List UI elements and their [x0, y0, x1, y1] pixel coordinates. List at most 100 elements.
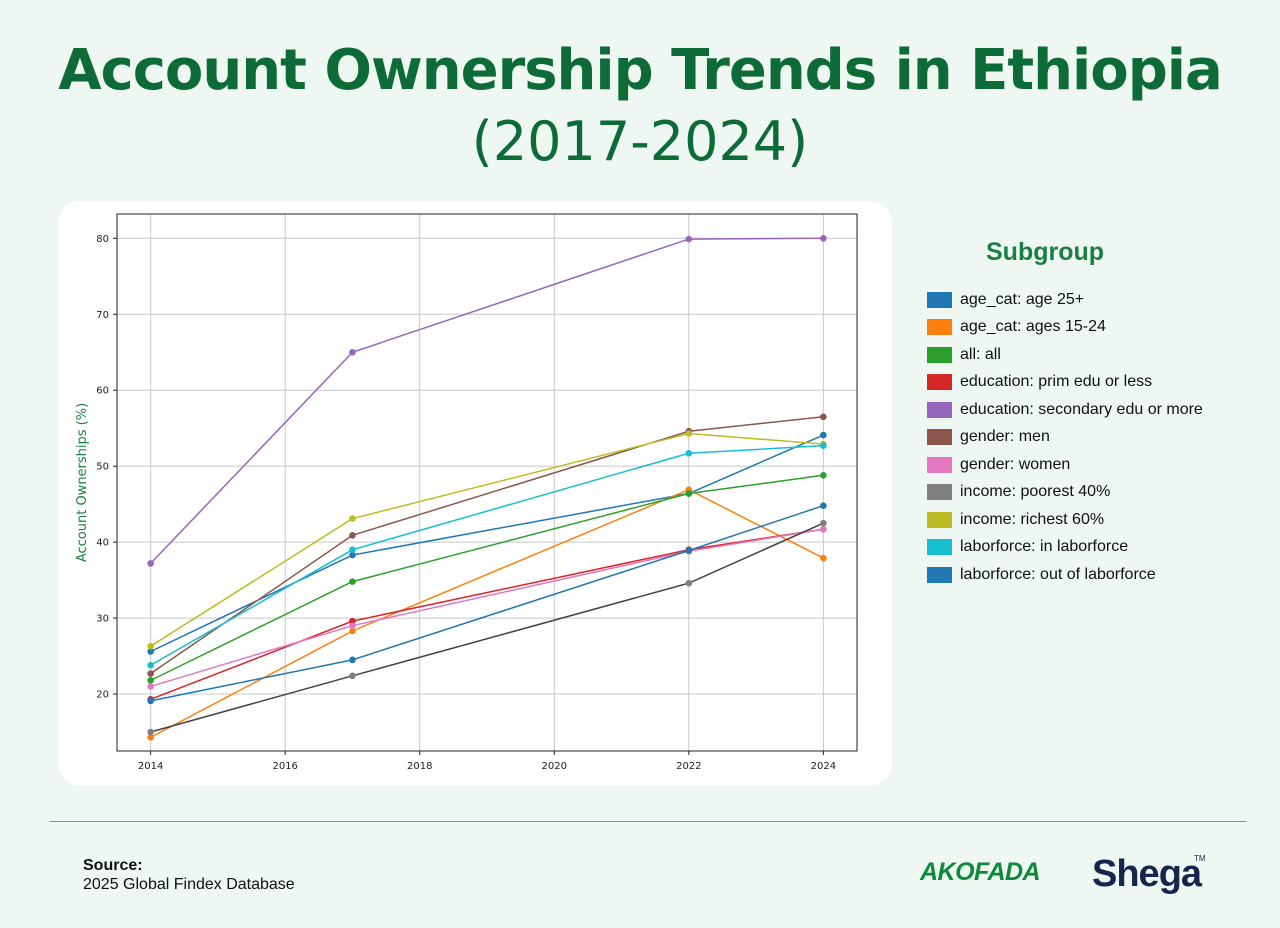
data-point [147, 670, 154, 677]
series-line-5 [150, 416, 824, 675]
legend-label: age_cat: age 25+ [960, 290, 1085, 308]
plot-frame [116, 213, 858, 752]
data-point [820, 235, 827, 242]
data-point [147, 661, 154, 669]
akofada-logo: AKOFADA [920, 858, 1041, 886]
data-point [147, 648, 154, 655]
legend-label: education: secondary edu or more [960, 400, 1203, 418]
data-point [820, 502, 827, 509]
legend-item: age_cat: age 25+ [927, 286, 1203, 314]
data-point [685, 449, 693, 457]
legend-label: income: poorest 40% [960, 483, 1111, 501]
legend-label: laborforce: out of laborforce [960, 565, 1156, 583]
x-tick-label: 2014 [138, 761, 163, 772]
data-point [349, 546, 356, 554]
data-point [349, 672, 356, 680]
data-point [349, 578, 356, 585]
data-point [147, 642, 154, 650]
series-line-10 [150, 504, 824, 702]
data-point [820, 554, 827, 562]
shega-logo: Shega [1092, 853, 1202, 895]
x-tick-label: 2016 [272, 761, 297, 772]
page-subtitle: (2017-2024) [471, 110, 809, 173]
legend-item: income: poorest 40% [927, 479, 1203, 507]
x-tick-label: 2018 [407, 761, 432, 772]
source-value: 2025 Global Findex Database [83, 876, 295, 893]
legend-label: laborforce: in laborforce [960, 538, 1129, 556]
data-point [685, 235, 693, 243]
data-point [147, 697, 154, 705]
y-tick-label: 80 [96, 234, 109, 245]
legend-swatch [927, 484, 952, 501]
legend-title: Subgroup [986, 238, 1105, 266]
data-point [820, 413, 827, 421]
legend-item: education: prim edu or less [927, 369, 1203, 397]
legend-swatch [927, 374, 952, 391]
y-tick-label: 40 [96, 538, 109, 549]
legend: age_cat: age 25+ age_cat: ages 15-24 all: … [927, 286, 1203, 589]
legend-label: all: all [960, 345, 1001, 363]
page-title: Account Ownership Trends in Ethiopia [58, 38, 1223, 103]
data-point [685, 579, 693, 587]
data-point [147, 734, 154, 741]
data-point [147, 677, 154, 684]
shega-logo-tm: TM [1194, 854, 1206, 863]
data-point [685, 430, 693, 437]
data-point [820, 471, 827, 479]
y-tick-label: 50 [96, 462, 109, 473]
legend-label: age_cat: ages 15-24 [960, 318, 1106, 336]
data-point [820, 519, 827, 527]
data-point [685, 490, 693, 497]
legend-item: laborforce: out of laborforce [927, 561, 1203, 589]
legend-swatch [927, 456, 952, 473]
legend-label: income: richest 60% [960, 510, 1105, 528]
series-line-1 [150, 488, 824, 738]
legend-label: gender: men [960, 428, 1050, 446]
line-chart: 2014 2016 2018 2020 2022 2024 20 30 40 50 60 70 80 Ac… [75, 213, 858, 772]
data-point [349, 551, 356, 559]
legend-item: laborforce: in laborforce [927, 534, 1203, 562]
data-point [349, 617, 356, 625]
legend-swatch [927, 401, 952, 418]
series-line-2 [150, 474, 824, 682]
data-point [147, 728, 154, 736]
legend-swatch [927, 319, 952, 336]
y-axis-label: Account Ownerships (%) [75, 403, 90, 562]
series-line-3 [150, 528, 824, 701]
x-tick-label: 2024 [811, 761, 836, 772]
y-tick-label: 30 [96, 614, 109, 625]
chart-card: 2014 2016 2018 2020 2022 2024 20 30 40 50 60 70 80 Ac… [58, 201, 892, 786]
data-point [349, 531, 356, 539]
legend-swatch [927, 539, 952, 556]
data-point [820, 525, 827, 533]
legend-swatch [927, 346, 952, 363]
legend-item: age_cat: ages 15-24 [927, 314, 1203, 342]
data-point [349, 348, 356, 356]
data-point [820, 431, 827, 439]
y-tick-label: 70 [96, 310, 109, 321]
legend-swatch [927, 566, 952, 583]
source-label: Source: [83, 857, 143, 874]
legend-item: all: all [927, 341, 1203, 369]
legend-item: gender: women [927, 451, 1203, 479]
legend-swatch [927, 429, 952, 446]
x-tick-label: 2022 [676, 761, 701, 772]
data-point [349, 656, 356, 664]
legend-item: gender: men [927, 424, 1203, 452]
data-point [349, 627, 356, 635]
y-tick-label: 20 [96, 690, 109, 701]
y-tick-label: 60 [96, 386, 109, 397]
series-line-8 [150, 432, 824, 647]
data-point [147, 560, 154, 567]
legend-swatch [927, 511, 952, 528]
legend-label: gender: women [960, 455, 1071, 473]
data-point [349, 622, 356, 629]
series-line-4 [150, 237, 824, 564]
legend-item: education: secondary edu or more [927, 396, 1203, 424]
series-line-6 [150, 528, 824, 688]
series-line-9 [150, 444, 824, 666]
data-point [820, 442, 827, 449]
footer-divider [50, 821, 1246, 822]
data-point [349, 515, 356, 522]
legend-label: education: prim edu or less [960, 373, 1153, 391]
